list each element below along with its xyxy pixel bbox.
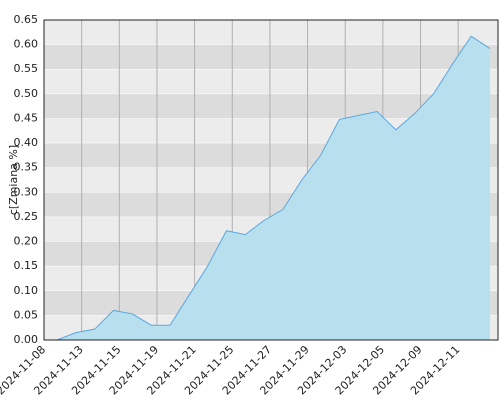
y-tick-label: 0.25: [14, 210, 39, 223]
y-tick-label: 0.45: [14, 111, 39, 124]
area: [57, 36, 490, 340]
grid-band: [44, 20, 498, 45]
y-tick-label: 0.35: [14, 161, 39, 174]
y-tick-label: 0.30: [14, 185, 39, 198]
y-axis-label: c[Zmiana %]: [7, 145, 20, 215]
y-tick-label: 0.60: [14, 38, 39, 51]
y-tick-label: 0.50: [14, 87, 39, 100]
y-tick-label: 0.15: [14, 259, 39, 272]
grid-band: [44, 69, 498, 94]
y-tick-label: 0.00: [14, 333, 39, 346]
y-tick-label: 0.05: [14, 308, 39, 321]
y-tick-label: 0.55: [14, 62, 39, 75]
line: [56, 35, 491, 341]
y-tick-label: 0.40: [14, 136, 39, 149]
y-tick-label: 0.20: [14, 235, 39, 248]
grid-band: [44, 44, 498, 70]
y-tick-label: 0.10: [14, 284, 39, 297]
y-tick-label: 0.65: [14, 13, 39, 26]
plot-frame: [43, 19, 499, 341]
